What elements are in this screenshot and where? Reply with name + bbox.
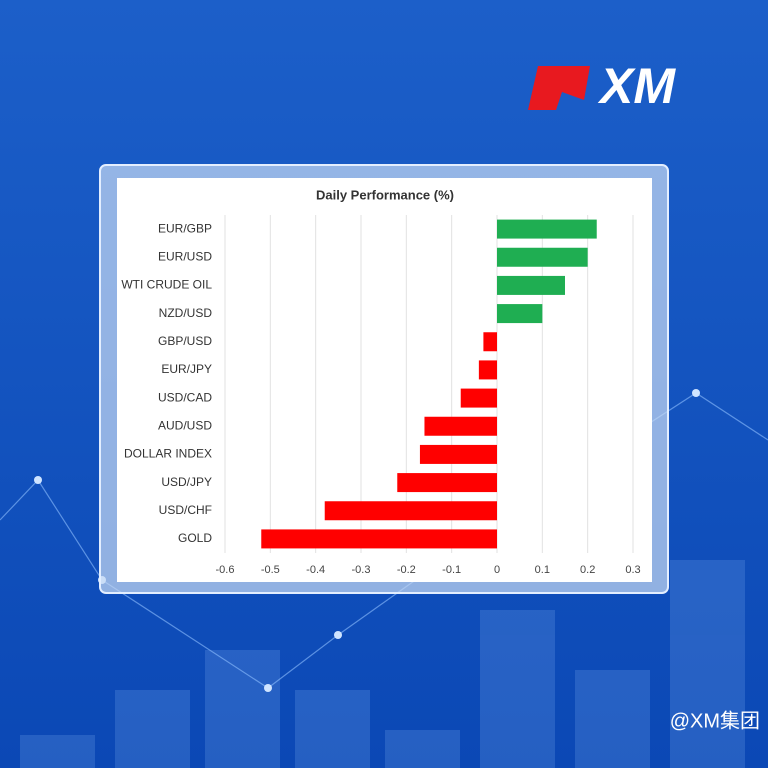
plot: -0.6 -0.5 -0.4 -0.3 -0.2 -0.1 0 0.1 0.2 0.3 EUR/GB… [121, 215, 641, 576]
x-tick-label: -0.6 [216, 564, 235, 576]
x-tick-label: -0.1 [442, 564, 461, 576]
bar [497, 247, 588, 267]
y-tick-label: EUR/GBP [158, 221, 212, 235]
bar [419, 444, 497, 464]
x-tick-label: 0.1 [535, 564, 550, 576]
y-tick-label: DOLLAR INDEX [124, 447, 212, 461]
logo: XM [528, 58, 676, 114]
bar [483, 332, 497, 352]
y-tick-label: WTI CRUDE OIL [121, 278, 212, 292]
x-tick-label: 0.3 [625, 564, 640, 576]
logo-mark [528, 66, 590, 110]
bar [460, 388, 497, 408]
y-tick-label: AUD/USD [158, 418, 212, 432]
x-tick-label: 0 [494, 564, 500, 576]
chart-title: Daily Performance (%) [316, 187, 454, 202]
y-tick-label: EUR/JPY [161, 362, 212, 376]
y-tick-label: NZD/USD [159, 306, 213, 320]
x-tick-label: -0.5 [261, 564, 280, 576]
bar [497, 275, 565, 295]
watermark: @XM集团 [670, 709, 760, 732]
x-tick-label: -0.3 [352, 564, 371, 576]
bar [497, 219, 597, 239]
x-tick-label: 0.2 [580, 564, 595, 576]
y-tick-label: USD/CHF [159, 503, 212, 517]
bar [424, 416, 497, 436]
logo-text: XM [597, 58, 676, 114]
bar [324, 501, 497, 521]
y-tick-label: USD/JPY [161, 475, 212, 489]
bar [478, 360, 497, 380]
y-tick-label: GOLD [178, 531, 212, 545]
decor-bars [20, 560, 745, 768]
y-tick-label: EUR/USD [158, 249, 212, 263]
x-tick-label: -0.2 [397, 564, 416, 576]
bar [497, 304, 543, 324]
bar [261, 529, 497, 549]
chart-panel [117, 178, 652, 582]
y-tick-label: USD/CAD [158, 390, 212, 404]
bar [397, 473, 497, 493]
x-tick-label: -0.4 [306, 564, 325, 576]
y-tick-label: GBP/USD [158, 334, 212, 348]
